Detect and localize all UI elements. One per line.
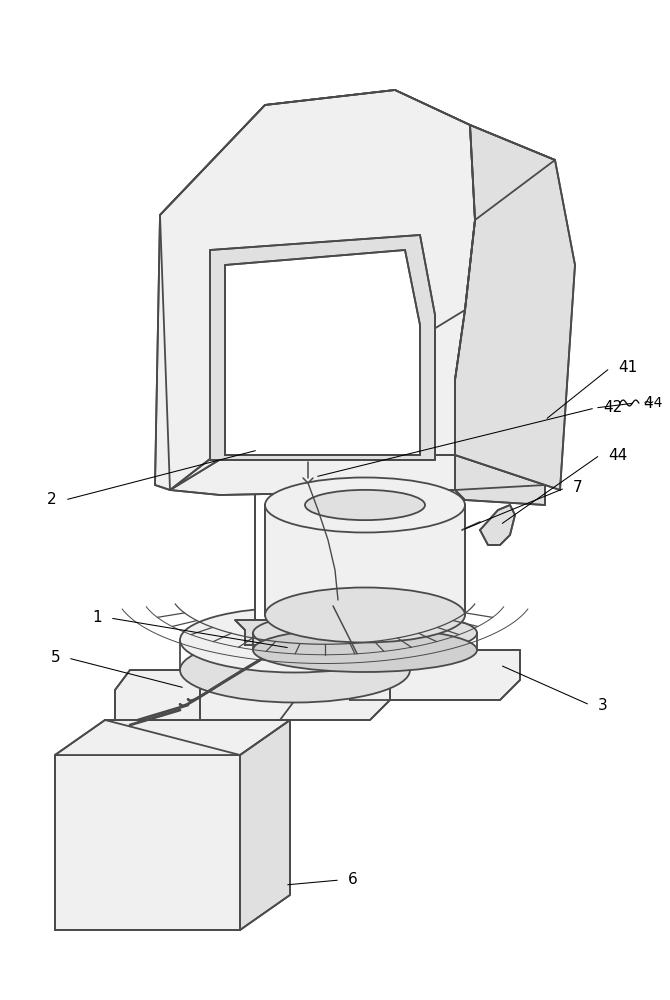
Polygon shape [215, 280, 455, 455]
Ellipse shape [265, 478, 465, 532]
Polygon shape [350, 650, 520, 700]
Ellipse shape [305, 490, 425, 520]
Polygon shape [160, 90, 555, 490]
Polygon shape [265, 505, 465, 615]
Text: 1: 1 [92, 610, 102, 626]
Polygon shape [170, 455, 455, 495]
Polygon shape [115, 670, 295, 720]
Polygon shape [255, 268, 285, 635]
Polygon shape [155, 90, 475, 490]
Polygon shape [235, 620, 335, 645]
Text: 6: 6 [348, 872, 358, 888]
Polygon shape [210, 235, 435, 460]
Text: 42: 42 [603, 400, 622, 416]
Text: 7: 7 [573, 481, 583, 495]
Polygon shape [455, 280, 545, 485]
Polygon shape [55, 720, 290, 755]
Text: 5: 5 [50, 650, 60, 666]
Text: 41: 41 [618, 360, 637, 375]
Ellipse shape [265, 587, 465, 643]
Text: ~4: ~4 [642, 396, 663, 410]
Polygon shape [455, 455, 545, 505]
Polygon shape [200, 670, 390, 720]
Polygon shape [215, 455, 545, 485]
Polygon shape [225, 250, 420, 455]
Ellipse shape [180, 638, 410, 702]
Polygon shape [55, 755, 240, 930]
Polygon shape [240, 720, 290, 930]
Text: 3: 3 [598, 698, 608, 712]
Text: 44: 44 [608, 448, 627, 462]
Text: 4: 4 [643, 395, 653, 410]
Ellipse shape [253, 611, 477, 655]
Polygon shape [480, 505, 515, 545]
Polygon shape [455, 125, 575, 490]
Ellipse shape [253, 628, 477, 672]
Circle shape [326, 371, 344, 389]
Text: 2: 2 [48, 492, 57, 508]
Polygon shape [285, 268, 315, 635]
Ellipse shape [180, 607, 410, 672]
